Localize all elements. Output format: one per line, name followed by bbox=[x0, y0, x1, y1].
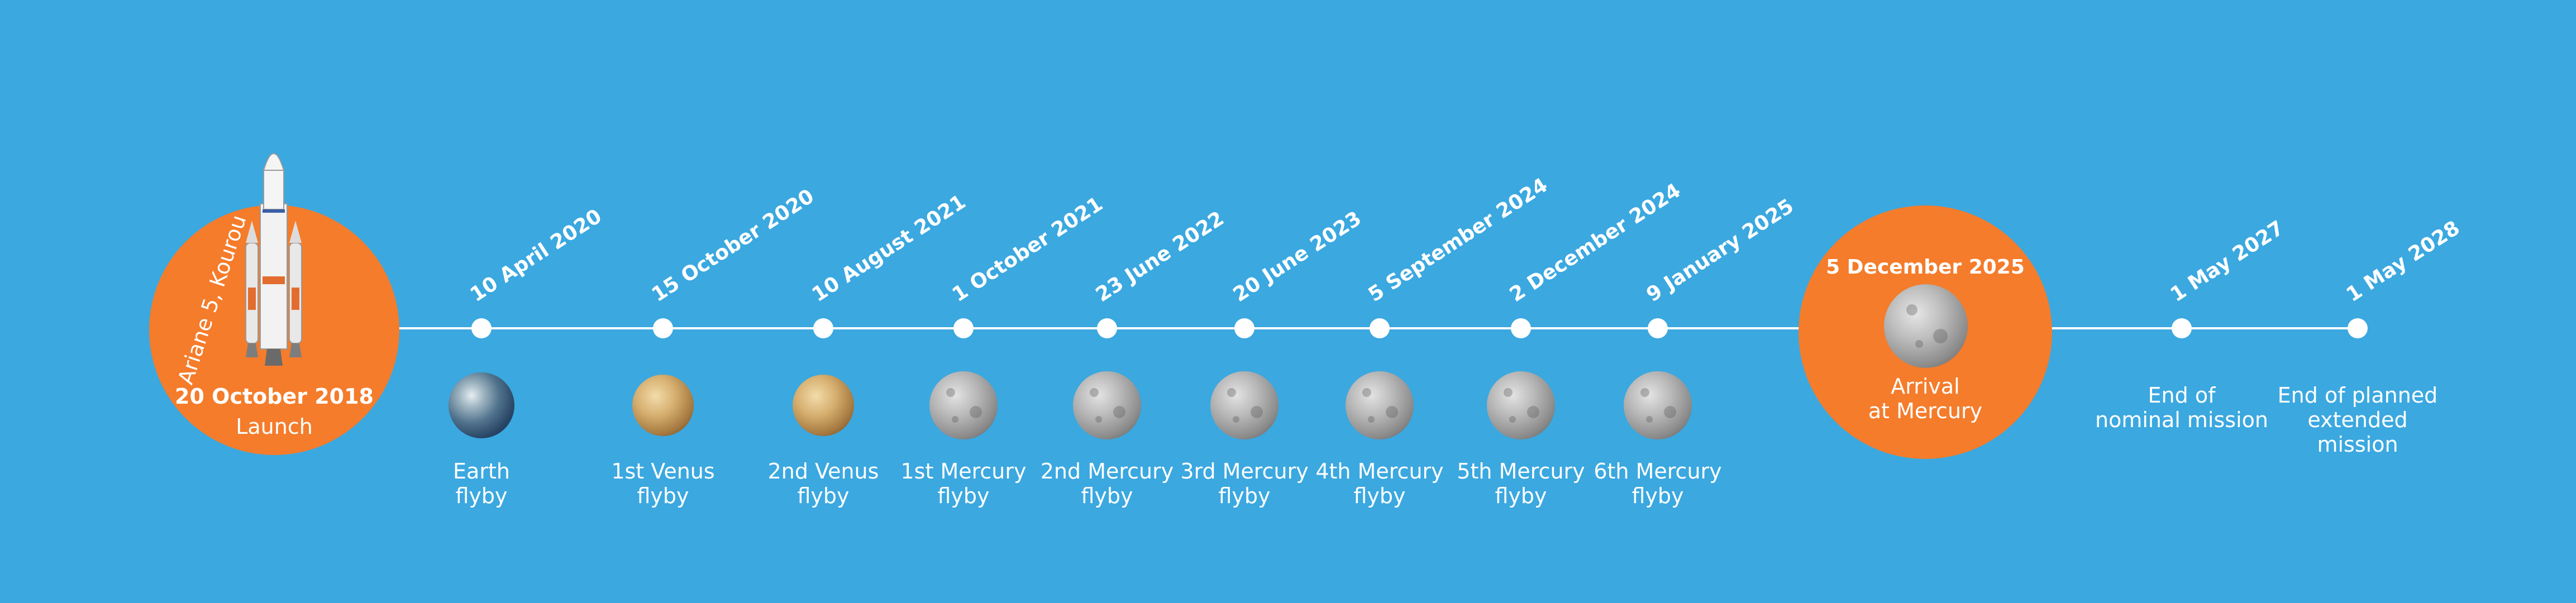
launch-date: 20 October 2018 bbox=[175, 384, 374, 409]
crater bbox=[1227, 388, 1236, 397]
crater bbox=[1362, 388, 1371, 397]
caption-line: End of bbox=[2148, 383, 2216, 408]
timeline-dot bbox=[1511, 318, 1531, 338]
end-caption: End of planned extended mission bbox=[2268, 383, 2447, 457]
crater bbox=[1113, 406, 1125, 418]
crater bbox=[1233, 416, 1239, 423]
caption-line: flyby bbox=[937, 484, 990, 508]
timeline-dot bbox=[1370, 318, 1390, 338]
caption-line: 1st Mercury bbox=[900, 459, 1027, 484]
arrival-caption-line: Arrival bbox=[1891, 374, 1960, 399]
mercury-icon bbox=[1210, 371, 1279, 439]
mercury-arrival-icon bbox=[1884, 284, 1968, 368]
launch-caption: Launch bbox=[236, 414, 313, 439]
timeline-dot bbox=[2348, 318, 2368, 338]
caption-line: flyby bbox=[1495, 484, 1547, 508]
caption-line: Earth bbox=[453, 459, 510, 484]
venus-icon bbox=[793, 375, 854, 436]
crater bbox=[946, 388, 955, 397]
crater bbox=[1527, 406, 1539, 418]
rocket-icon bbox=[245, 153, 302, 366]
end-date: 1 May 2027 bbox=[2166, 216, 2288, 307]
crater bbox=[952, 416, 958, 423]
event-date: 1 October 2021 bbox=[948, 192, 1107, 307]
end-caption: End of nominal mission bbox=[2092, 383, 2271, 432]
caption-line: 1st Venus bbox=[611, 459, 715, 484]
end-date: 1 May 2028 bbox=[2342, 216, 2464, 307]
event-date: 9 January 2025 bbox=[1642, 194, 1798, 307]
event-date: 10 August 2021 bbox=[808, 190, 970, 307]
earth-icon bbox=[449, 372, 514, 438]
caption-line: flyby bbox=[637, 484, 689, 508]
mercury-icon bbox=[1624, 371, 1692, 439]
event-date: 20 June 2023 bbox=[1229, 207, 1366, 307]
timeline-dot bbox=[953, 318, 974, 338]
event-caption: Earth flyby bbox=[392, 459, 571, 508]
event-caption: 1st Venus flyby bbox=[574, 459, 752, 508]
caption-line: End of planned bbox=[2277, 383, 2438, 408]
event-date: 10 April 2020 bbox=[466, 204, 606, 307]
caption-line: 6th Mercury bbox=[1594, 459, 1722, 484]
mercury-icon bbox=[1487, 371, 1555, 439]
timeline-dot bbox=[653, 318, 673, 338]
timeline-dot bbox=[1648, 318, 1668, 338]
event-caption: 5th Mercury flyby bbox=[1432, 459, 1610, 508]
caption-line: 4th Mercury bbox=[1315, 459, 1444, 484]
caption-line: 3rd Mercury bbox=[1180, 459, 1309, 484]
arrival-caption: Arrival at Mercury bbox=[1842, 374, 2009, 423]
mercury-icon bbox=[1346, 371, 1414, 439]
caption-line: flyby bbox=[1218, 484, 1271, 508]
event-caption: 4th Mercury flyby bbox=[1290, 459, 1469, 508]
crater bbox=[1090, 388, 1099, 397]
caption-line: flyby bbox=[1081, 484, 1133, 508]
caption-line: 2nd Venus bbox=[767, 459, 879, 484]
caption-line: extended bbox=[2307, 408, 2408, 432]
event-date: 23 June 2022 bbox=[1091, 207, 1228, 307]
crater bbox=[1509, 416, 1516, 423]
event-caption: 2nd Venus flyby bbox=[734, 459, 913, 508]
crater bbox=[1368, 416, 1375, 423]
event-caption: 6th Mercury flyby bbox=[1568, 459, 1747, 508]
caption-line: mission bbox=[2317, 432, 2398, 457]
timeline-dot bbox=[1097, 318, 1117, 338]
event-caption: 2nd Mercury flyby bbox=[1018, 459, 1196, 508]
event-caption: 3rd Mercury flyby bbox=[1155, 459, 1334, 508]
crater bbox=[1095, 416, 1102, 423]
mercury-icon bbox=[929, 371, 998, 439]
crater bbox=[970, 406, 982, 418]
timeline-dot bbox=[1234, 318, 1254, 338]
crater bbox=[1664, 406, 1676, 418]
crater bbox=[1386, 406, 1398, 418]
crater bbox=[1251, 406, 1263, 418]
timeline-dot bbox=[2172, 318, 2192, 338]
arrival-caption-line: at Mercury bbox=[1868, 399, 1983, 423]
crater bbox=[1504, 388, 1513, 397]
caption-line: 5th Mercury bbox=[1457, 459, 1585, 484]
crater bbox=[1646, 416, 1653, 423]
timeline-dot bbox=[471, 318, 492, 338]
caption-line: nominal mission bbox=[2095, 408, 2268, 432]
arrival-date: 5 December 2025 bbox=[1826, 256, 2025, 279]
caption-line: flyby bbox=[1632, 484, 1684, 508]
event-caption: 1st Mercury flyby bbox=[874, 459, 1053, 508]
timeline-dot bbox=[813, 318, 833, 338]
caption-line: flyby bbox=[1353, 484, 1406, 508]
mercury-icon bbox=[1073, 371, 1141, 439]
crater bbox=[1640, 388, 1649, 397]
caption-line: 2nd Mercury bbox=[1040, 459, 1174, 484]
venus-icon bbox=[632, 375, 694, 436]
caption-line: flyby bbox=[455, 484, 508, 508]
event-date: 15 October 2020 bbox=[647, 184, 818, 307]
caption-line: flyby bbox=[797, 484, 850, 508]
